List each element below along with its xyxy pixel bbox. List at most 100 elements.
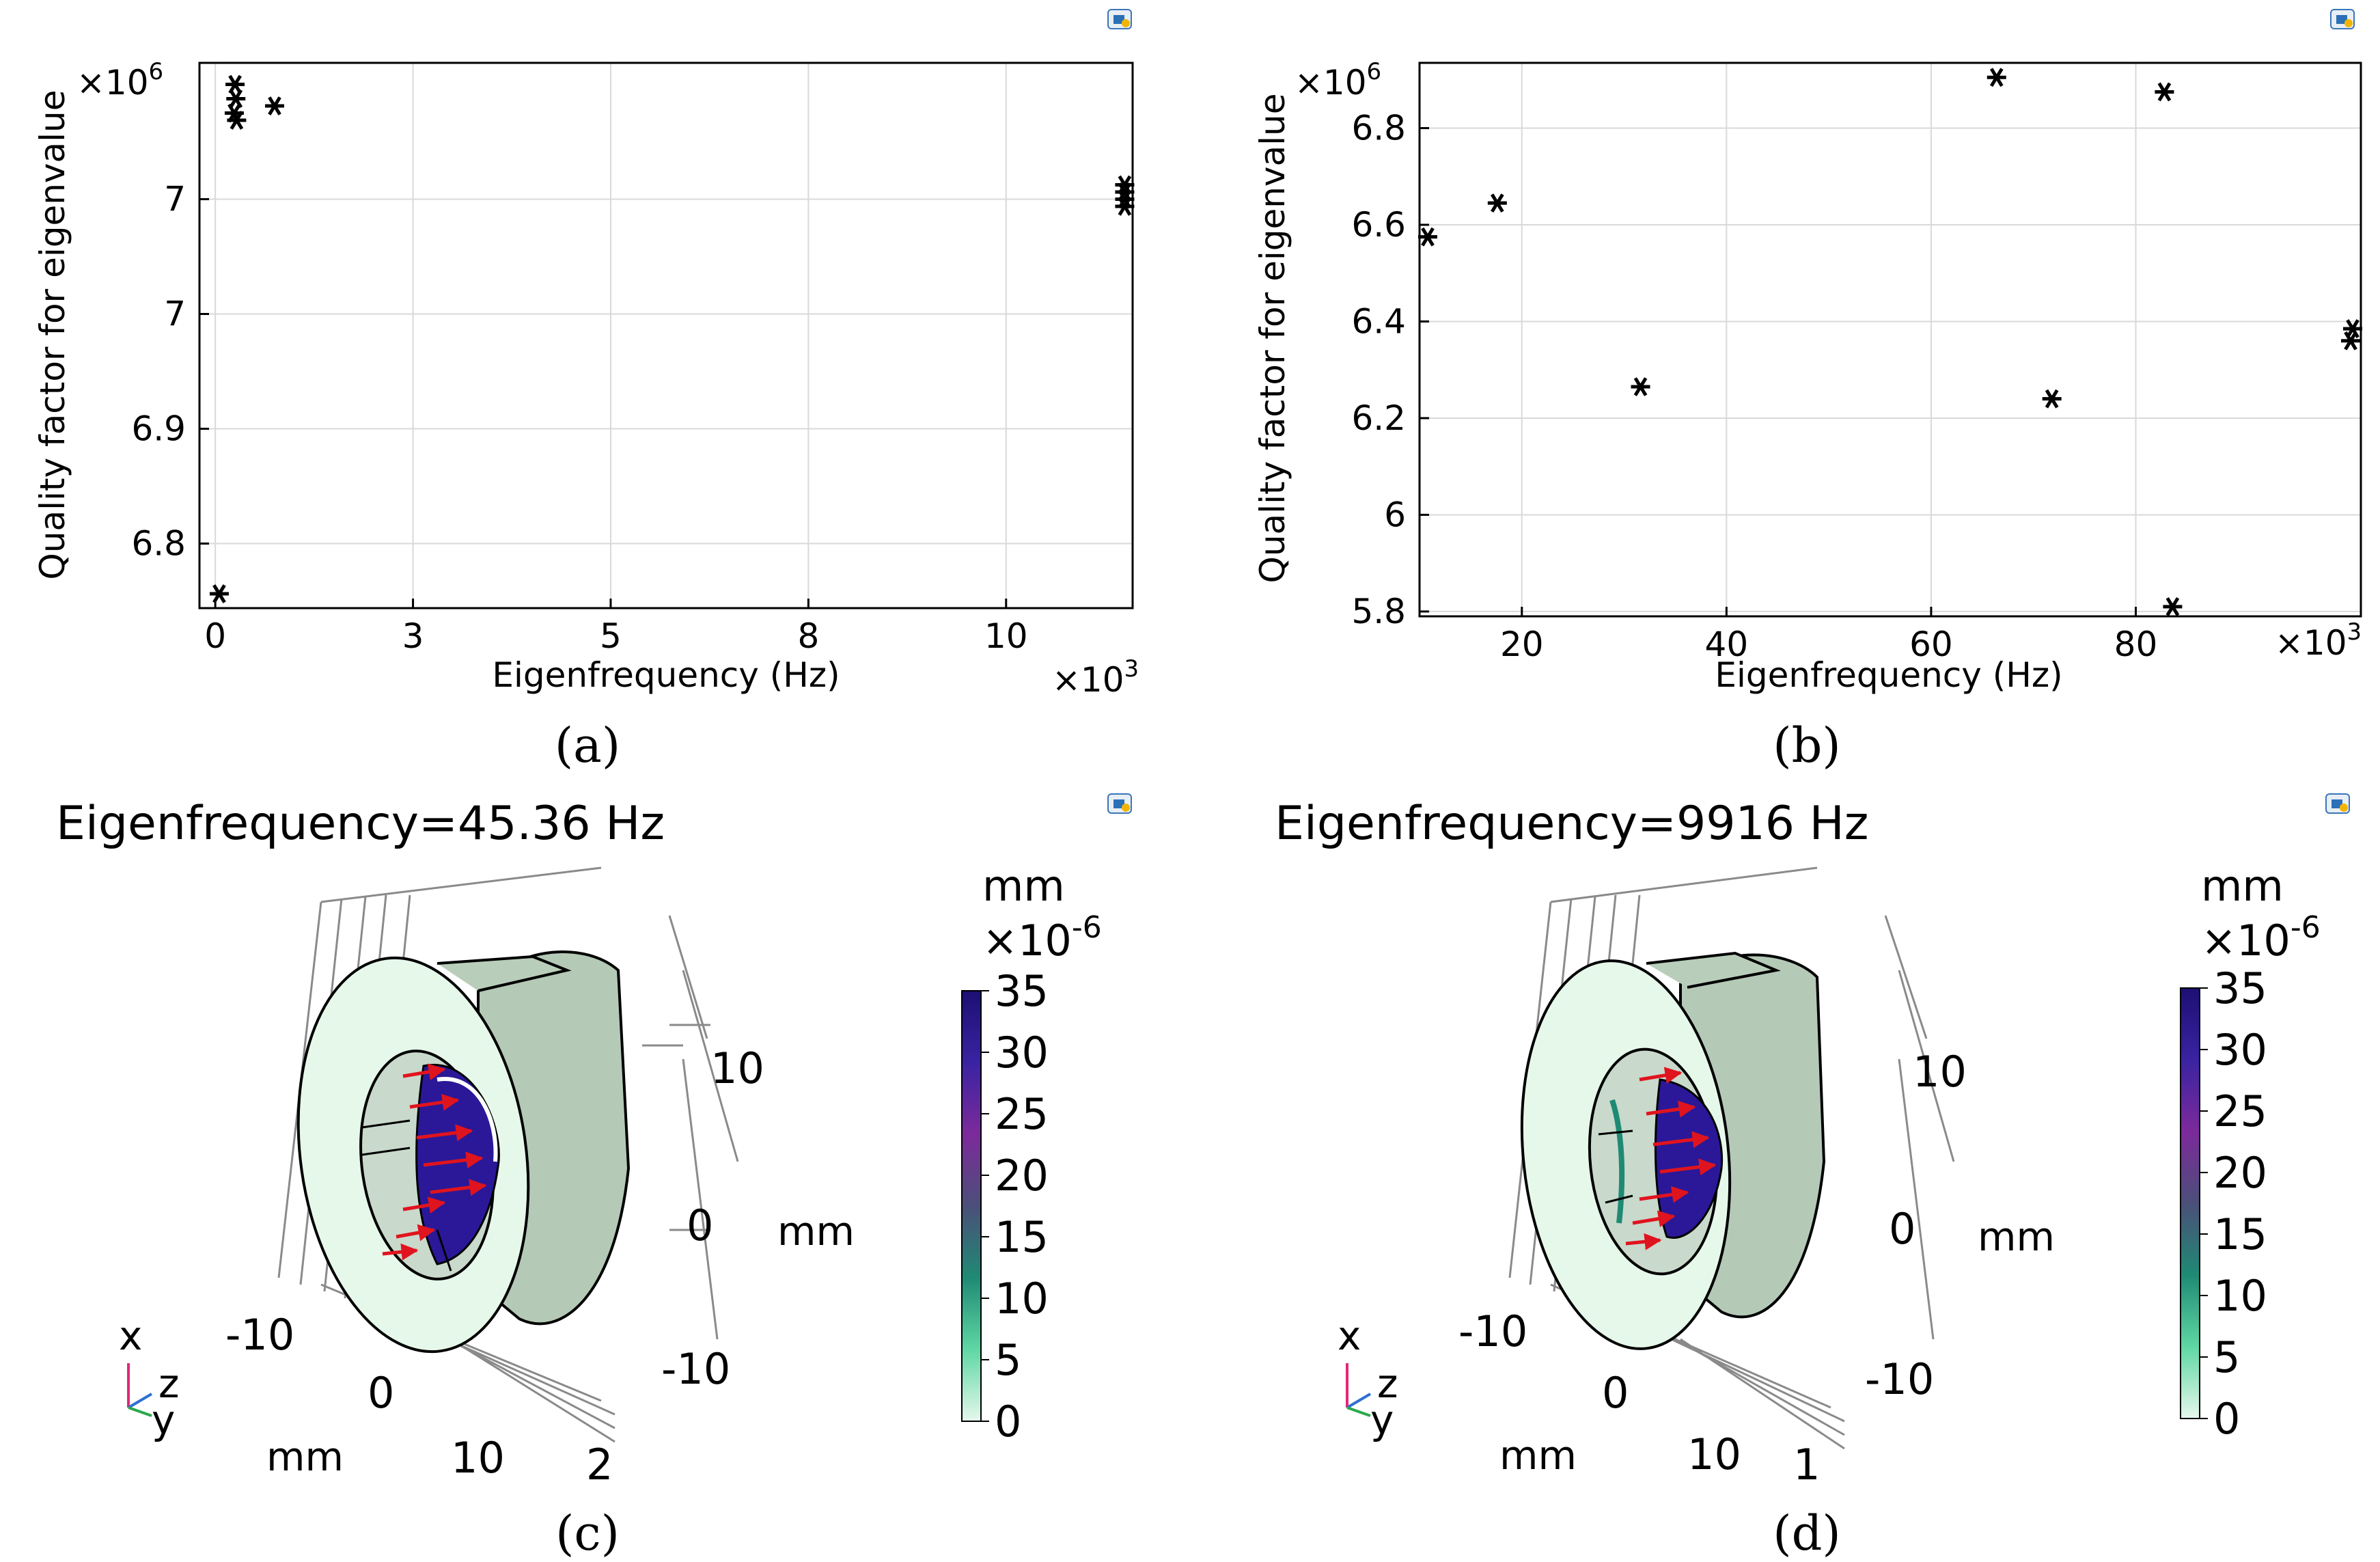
- panel-c-colorbar-tick-label: 0: [995, 1397, 1021, 1447]
- data-point: [225, 74, 245, 94]
- panel-c-axis-label-right-bottom: -10: [661, 1344, 730, 1394]
- data-point: [209, 584, 229, 603]
- panel-b-y-axis-label: Quality factor for eigenvalue: [1253, 94, 1292, 584]
- panel-a-y-tick-label: 7: [164, 294, 186, 334]
- panel-c-colorbar: mm ×10-6 35 30 25 20 15 10 5 0: [961, 861, 1102, 1447]
- data-point: [264, 96, 284, 115]
- panel-b-y-tick-label: 5.8: [1351, 592, 1406, 631]
- panel-c-colorbar-gradient: [961, 990, 982, 1422]
- panel-d-axis-label-bottom-ten: 10: [1687, 1429, 1741, 1479]
- panel-c-axis-label-right-mid: 0: [687, 1201, 713, 1250]
- panel-c-axis-label-bottom-ten: 10: [451, 1433, 505, 1483]
- panel-d-axis-label-bottom-zero: 0: [1602, 1368, 1629, 1418]
- panel-d-displacement-arrows: [1625, 1067, 1717, 1250]
- panel-c-toolbar-icon: [1107, 793, 1132, 814]
- panel-c-axis-label-bottom-zero: 0: [368, 1368, 394, 1418]
- panel-b-x-axis-label: Eigenfrequency (Hz): [1715, 655, 2062, 695]
- panel-a-y-tick-label: 6.8: [131, 524, 186, 564]
- panel-c-axis-label-right-top: 10: [710, 1043, 764, 1093]
- panel-b-y-tick-label: 6.4: [1351, 301, 1406, 341]
- panel-c-colorbar-tick-label: 30: [995, 1028, 1049, 1078]
- panel-d-triad-z: z: [1377, 1360, 1398, 1407]
- data-point: [2155, 82, 2174, 102]
- panel-b-x-tick-label: 20: [1500, 625, 1544, 664]
- panel-d-colorbar-exponent: ×10-6: [2201, 910, 2321, 965]
- panel-c-ring-model: [296, 950, 631, 1354]
- data-point: [1487, 193, 1507, 213]
- panel-c-axis-label-bottom-left: -10: [225, 1310, 294, 1360]
- panel-d-axis-label-right-mid: 0: [1889, 1204, 1915, 1254]
- panel-d-colorbar-tick-label: 0: [2213, 1394, 2240, 1444]
- data-point: [227, 111, 247, 130]
- panel-c: Eigenfrequency=45.36 Hz: [56, 793, 1132, 1561]
- panel-d-colorbar-tick-label: 10: [2213, 1271, 2267, 1321]
- data-point: [2343, 319, 2363, 338]
- data-point: [1987, 68, 2006, 87]
- panel-b-caption: (b): [1773, 717, 1840, 773]
- data-point: [1631, 377, 1650, 396]
- panel-d-colorbar-gradient: [2180, 987, 2200, 1419]
- panel-c-colorbar-exponent: ×10-6: [982, 910, 1102, 965]
- panel-a-x-axis-label: Eigenfrequency (Hz): [492, 655, 840, 695]
- panel-c-triad-y: y: [152, 1397, 175, 1443]
- panel-c-colorbar-tick-label: 5: [995, 1335, 1021, 1385]
- panel-d-colorbar-tick-label: 20: [2213, 1148, 2267, 1198]
- panel-a-y-ticks: 6.8 6.9 7 7: [131, 180, 209, 564]
- panel-d-toolbar-icon: [2325, 793, 2350, 814]
- panel-a-y-axis-label: Quality factor for eigenvalue: [33, 90, 72, 580]
- panel-d-colorbar-ticks: 35 30 25 20 15 10 5 0: [2200, 963, 2267, 1444]
- panel-d-triad-x: x: [1338, 1313, 1361, 1359]
- panel-a-x-ticks: 0 3 5 8 10: [204, 599, 1028, 656]
- panel-d-ring-model: [1520, 951, 1826, 1350]
- panel-b-toolbar-icon: [2330, 9, 2355, 29]
- panel-a-y-exponent: ×106: [77, 58, 163, 102]
- data-point: [1417, 227, 1437, 247]
- data-point: [2042, 389, 2062, 409]
- panel-c-colorbar-unit: mm: [982, 861, 1065, 911]
- data-point: [2163, 597, 2183, 616]
- data-point: [1115, 197, 1135, 216]
- panel-b-y-exponent: ×106: [1295, 58, 1381, 102]
- panel-d-triad-y: y: [1370, 1397, 1394, 1443]
- panel-d-colorbar: mm ×10-6 35 30 25 20 15 10 5 0: [2180, 861, 2321, 1444]
- panel-a-y-tick-label: 7: [164, 180, 186, 219]
- panel-d-axis-label-right-bottom: -10: [1865, 1354, 1934, 1404]
- panel-b-grid: [1420, 63, 2361, 616]
- panel-b-x-exponent: ×103: [2275, 618, 2362, 663]
- panel-d-caption: (d): [1773, 1505, 1840, 1561]
- panel-c-colorbar-tick-label: 25: [995, 1089, 1049, 1139]
- panel-b-y-tick-label: 6: [1384, 495, 1406, 534]
- panel-b-plot-frame: [1418, 61, 2362, 618]
- panel-c-axis-triad: x z y: [119, 1313, 179, 1443]
- panel-b-x-tick-label: 80: [2114, 625, 2158, 664]
- panel-d-colorbar-tick-label: 15: [2213, 1209, 2267, 1259]
- panel-d-axis-triad: x z y: [1338, 1313, 1398, 1443]
- panel-a-plot-frame: [198, 61, 1134, 609]
- panel-c-colorbar-tick-label: 20: [995, 1151, 1049, 1201]
- panel-a-x-tick-label: 5: [600, 616, 622, 656]
- panel-b-x-tick-label: 40: [1705, 625, 1749, 664]
- panel-c-triad-x: x: [119, 1313, 142, 1359]
- panel-c-axis-label-right-unit: mm: [777, 1208, 855, 1255]
- panel-b-x-tick-label: 60: [1909, 625, 1953, 664]
- panel-a-caption: (a): [555, 717, 620, 773]
- panel-a-points: [209, 74, 1135, 603]
- panel-c-colorbar-ticks: 35 30 25 20 15 10 5 0: [981, 966, 1049, 1447]
- panel-b-points: [1417, 68, 2363, 616]
- panel-d-axis-label-right-top: 10: [1913, 1047, 1967, 1097]
- panel-c-caption: (c): [555, 1505, 620, 1561]
- panel-a-x-tick-label: 3: [402, 616, 424, 656]
- panel-c-title: Eigenfrequency=45.36 Hz: [56, 797, 665, 851]
- panel-d-colorbar-tick-label: 5: [2213, 1332, 2240, 1382]
- panel-d: Eigenfrequency=9916 Hz: [1275, 793, 2350, 1561]
- panel-a-grid: [199, 63, 1133, 608]
- panel-d-colorbar-tick-label: 35: [2213, 963, 2267, 1013]
- panel-c-axis-label-depth: 2: [586, 1440, 613, 1490]
- panel-d-colorbar-tick-label: 30: [2213, 1025, 2267, 1075]
- panel-d-axis-label-depth: 1: [1793, 1440, 1820, 1490]
- panel-a: 0 3 5 8 10 6.8 6.9 7 7 ×106 ×103 Eigenfrequency…: [33, 9, 1139, 773]
- panel-a-toolbar-icon: [1107, 9, 1132, 29]
- panel-c-colorbar-tick-label: 10: [995, 1274, 1049, 1324]
- panel-b-y-tick-label: 6.6: [1351, 205, 1406, 245]
